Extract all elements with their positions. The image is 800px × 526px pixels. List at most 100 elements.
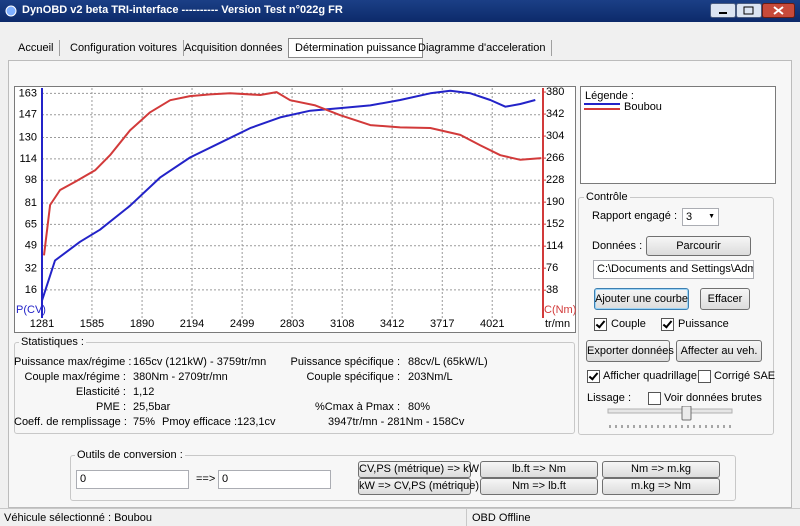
- x-tick-label: 3717: [430, 318, 454, 330]
- path-input[interactable]: C:\Documents and Settings\Admir: [593, 260, 754, 279]
- series-line: [43, 91, 542, 256]
- x-tick-label: 2499: [230, 318, 254, 330]
- checkbox-label: Couple: [611, 318, 646, 330]
- label: Données :: [592, 240, 643, 252]
- label: Rapport engagé :: [592, 210, 678, 222]
- button[interactable]: lb.ft => Nm: [480, 461, 598, 478]
- y2-tick-label: 228: [546, 174, 564, 186]
- stat-label: Pmoy efficace :: [162, 416, 237, 428]
- legend-title: Légende :: [585, 90, 634, 102]
- stat-label: Puissance spécifique :: [290, 356, 400, 368]
- stat-label: Puissance max/régime :: [14, 356, 132, 368]
- stat-label: Elasticité :: [75, 386, 126, 398]
- group-title: Contrôle: [584, 191, 630, 203]
- stat-label: PME :: [96, 401, 126, 413]
- x-axis-label: tr/mn: [545, 318, 570, 330]
- y-tick-label: 32: [25, 262, 37, 274]
- button[interactable]: Parcourir: [646, 236, 751, 256]
- window-buttons[interactable]: [710, 3, 796, 19]
- y2-tick-label: 304: [546, 130, 564, 142]
- combo-value: 3: [686, 211, 693, 223]
- y-axis-label: P(CV): [16, 304, 46, 316]
- stat-value: 1,12: [133, 386, 155, 398]
- y2-tick-label: 152: [546, 218, 564, 230]
- checkbox[interactable]: [661, 318, 674, 331]
- status-bar: Véhicule sélectionné : Boubou OBD Offlin…: [0, 508, 800, 526]
- x-tick-label: 1281: [30, 318, 54, 330]
- window-title: DynOBD v2 beta TRI-interface ---------- …: [22, 4, 343, 16]
- checkbox[interactable]: [594, 318, 607, 331]
- output[interactable]: 0: [218, 470, 331, 489]
- smoothing-slider[interactable]: [606, 406, 736, 430]
- chart-box: [14, 86, 576, 333]
- legend-box: [580, 86, 776, 184]
- status-vehicle: Véhicule sélectionné : Boubou: [4, 512, 152, 524]
- stat-value: 380Nm - 2709tr/mn: [133, 371, 228, 383]
- stat-label: Couple spécifique :: [306, 371, 400, 383]
- tab[interactable]: Acquisition données: [178, 40, 290, 56]
- stat-label: Couple max/régime :: [24, 371, 127, 383]
- label: Lissage :: [587, 392, 632, 404]
- y-tick-label: 98: [25, 174, 37, 186]
- y-tick-label: 163: [19, 87, 37, 99]
- app-icon: [5, 5, 17, 17]
- legend-label: Boubou: [624, 101, 662, 113]
- stat-value: 165cv (121kW) - 3759tr/mn: [133, 356, 267, 368]
- y2-axis-label: C(Nm): [544, 304, 576, 316]
- arrow: ==>: [196, 473, 216, 485]
- button[interactable]: Exporter données: [586, 340, 674, 362]
- control-group: [578, 197, 774, 435]
- checkbox[interactable]: [648, 392, 661, 405]
- stat-value: 80%: [408, 401, 431, 413]
- stat-value: 25,5bar: [133, 401, 171, 413]
- tab[interactable]: Configuration voitures: [64, 40, 185, 56]
- conversion-group: [70, 455, 736, 501]
- button[interactable]: Nm => lb.ft: [480, 478, 598, 495]
- button[interactable]: Nm => m.kg: [602, 461, 720, 478]
- gear-combo[interactable]: 3 ▼: [682, 208, 719, 226]
- series-line: [41, 89, 536, 301]
- checkbox[interactable]: [587, 370, 600, 383]
- y2-tick-label: 114: [546, 240, 564, 252]
- stat-value: 203Nm/L: [408, 371, 453, 383]
- x-tick-label: 3412: [380, 318, 404, 330]
- x-tick-label: 4021: [480, 318, 504, 330]
- checkbox-label: Corrigé SAE: [714, 370, 776, 382]
- status-obd: OBD Offline: [472, 512, 531, 524]
- checkbox[interactable]: [698, 370, 711, 383]
- y2-tick-label: 342: [546, 108, 564, 120]
- button[interactable]: Affecter au veh.: [676, 340, 762, 362]
- button[interactable]: Ajouter une courbe: [594, 288, 689, 310]
- chart: 16 32 49 65 81 98 114 130 147 163 38 76 114 152 190 228…: [16, 86, 576, 330]
- button[interactable]: m.kg => Nm: [602, 478, 720, 495]
- y-tick-label: 147: [19, 109, 37, 121]
- y2-tick-label: 38: [546, 284, 558, 296]
- y-tick-label: 49: [25, 240, 37, 252]
- button[interactable]: kW => CV,PS (métrique): [358, 478, 479, 495]
- stat-value: 123,1cv: [237, 416, 276, 428]
- checkbox-label: Afficher quadrillage: [603, 370, 697, 382]
- y2-tick-label: 380: [546, 86, 564, 98]
- group-title: Outils de conversion :: [75, 449, 185, 461]
- stat-value: 88cv/L (65kW/L): [408, 356, 488, 368]
- y-tick-label: 114: [19, 153, 37, 165]
- stat-value: 75%: [133, 416, 156, 428]
- group-title: Statistiques :: [19, 336, 86, 348]
- legend-swatches: [584, 103, 620, 110]
- button[interactable]: Effacer: [700, 288, 750, 310]
- statistics-group: [14, 342, 575, 434]
- y-tick-label: 65: [25, 218, 37, 230]
- y2-tick-label: 266: [546, 152, 564, 164]
- y2-tick-label: 190: [546, 196, 564, 208]
- tab[interactable]: Accueil: [12, 40, 61, 56]
- x-tick-label: 1890: [130, 318, 154, 330]
- tab[interactable]: Diagramme d'acceleration: [412, 40, 553, 56]
- stat-value: 3947tr/mn - 281Nm - 158Cv: [328, 416, 465, 428]
- tab[interactable]: Détermination puissance: [288, 38, 424, 58]
- y-tick-label: 130: [19, 131, 37, 143]
- button[interactable]: CV,PS (métrique) => kW: [358, 461, 479, 478]
- y2-tick-label: 76: [546, 262, 558, 274]
- input[interactable]: 0: [76, 470, 189, 489]
- x-tick-label: 2803: [280, 318, 304, 330]
